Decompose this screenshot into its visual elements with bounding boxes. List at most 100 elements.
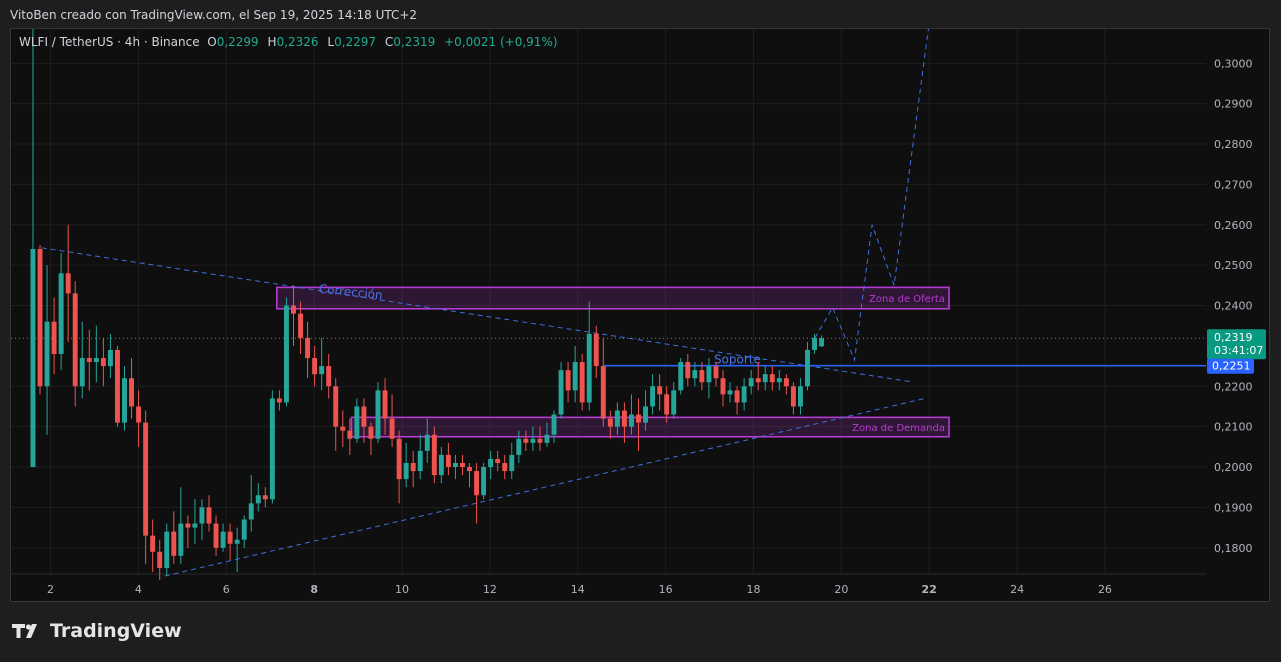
current-price-value: 0,2319 (1214, 331, 1253, 344)
chart-panel[interactable]: 2 4 6 8 10 12 14 16 18 20 22 24 26 0,1800 0,1900 0,200… (10, 28, 1270, 602)
candle (185, 515, 191, 548)
candle (157, 539, 163, 581)
price-chart[interactable]: 2 4 6 8 10 12 14 16 18 20 22 24 26 0,18000,19000,200… (11, 29, 1269, 601)
candle (586, 301, 592, 411)
candle-body (664, 394, 670, 415)
zones: Zona de Oferta Zona de Demanda (275, 286, 950, 438)
candle (227, 523, 233, 560)
candle-body (685, 362, 691, 379)
candle-body (136, 406, 142, 423)
candle (445, 442, 451, 476)
candle-body (368, 426, 374, 439)
candle-body (424, 434, 430, 451)
candle (354, 398, 360, 443)
candle-body (727, 390, 733, 395)
change-value: +0,0021 (+0,91%) (444, 35, 558, 49)
candle-body (276, 398, 282, 403)
candle-body (72, 293, 78, 387)
candle (171, 511, 177, 564)
candle (347, 418, 353, 455)
candle (58, 253, 64, 371)
symbol-legend[interactable]: WLFI / TetherUS · 4h · Binance O0,2299 H… (19, 35, 558, 49)
x-tick-label: 16 (659, 583, 673, 596)
candle-body (262, 495, 268, 500)
candle-body (713, 366, 719, 379)
candle-body (375, 390, 381, 439)
candle-body (586, 333, 592, 403)
candle-body (692, 370, 698, 379)
candle-body (192, 523, 198, 528)
candle (368, 422, 374, 455)
y-axis: 0,1800 0,1900 0,2000 0,2100 0,2200 0,2400 0,25… (1206, 29, 1269, 601)
candle-body (572, 362, 578, 391)
x-tick-label: 8 (310, 583, 318, 596)
candle-body (114, 349, 120, 423)
candle (797, 378, 803, 415)
candle-body (107, 349, 113, 367)
x-axis: 2 4 6 8 10 12 14 16 18 20 22 24 26 (11, 573, 1269, 596)
candle (621, 402, 627, 443)
y-tick-label: 0,2900 (1214, 98, 1253, 111)
x-tick-label: 14 (571, 583, 585, 596)
candle-body (467, 467, 472, 472)
support-price-tag (1207, 358, 1254, 374)
candle-body (678, 362, 684, 391)
candle (805, 341, 810, 391)
close-label: C (384, 35, 394, 49)
candle-body (100, 358, 106, 367)
candle (93, 325, 99, 383)
candle (234, 527, 240, 572)
candle-body (347, 430, 353, 439)
candle-body (86, 358, 92, 363)
y-tick-label: 0,1800 (1214, 542, 1253, 555)
tradingview-logo[interactable]: TradingView (12, 620, 182, 642)
candle-body (298, 313, 303, 338)
candle (579, 353, 585, 411)
candle (396, 430, 402, 504)
candle-body (530, 438, 536, 443)
candle-body (607, 418, 613, 427)
candle-body (783, 378, 789, 387)
candle (262, 487, 268, 508)
candle-body (248, 503, 254, 520)
low-value: 0,2297 (334, 35, 377, 49)
y-tick-label: 0,1900 (1214, 501, 1253, 514)
candle (699, 362, 705, 391)
support-trend-line (164, 397, 925, 577)
candle (389, 394, 395, 447)
candle (565, 362, 571, 403)
candle-body (643, 406, 649, 423)
candle (269, 390, 275, 504)
candle-body (30, 249, 36, 468)
candle (291, 285, 296, 346)
candle (467, 462, 472, 488)
candle (460, 454, 465, 476)
candle (474, 462, 480, 524)
candle-body (734, 390, 740, 403)
candle (213, 515, 219, 556)
candle-body (354, 406, 360, 439)
candle (417, 434, 423, 480)
candle-body (340, 426, 346, 431)
candle (65, 224, 71, 342)
candle (361, 398, 367, 443)
x-tick-label: 20 (834, 583, 848, 596)
candle (241, 515, 247, 548)
x-tick-label: 24 (1010, 583, 1024, 596)
y-tick-label: 0,2700 (1214, 178, 1253, 191)
candle-body (150, 535, 156, 552)
candle-body (234, 539, 240, 544)
x-tick-label: 22 (922, 583, 937, 596)
candle (30, 29, 36, 468)
candle-countdown: 03:41:07 (1214, 344, 1263, 357)
close-value: 0,2319 (393, 35, 436, 49)
candle (340, 410, 346, 447)
candle-body (544, 434, 550, 443)
candle (741, 378, 747, 411)
candle-body (474, 471, 480, 496)
candle (523, 430, 529, 451)
candle (790, 382, 796, 415)
candle-body (396, 438, 402, 480)
candle (629, 394, 634, 435)
candle-body (797, 386, 803, 407)
